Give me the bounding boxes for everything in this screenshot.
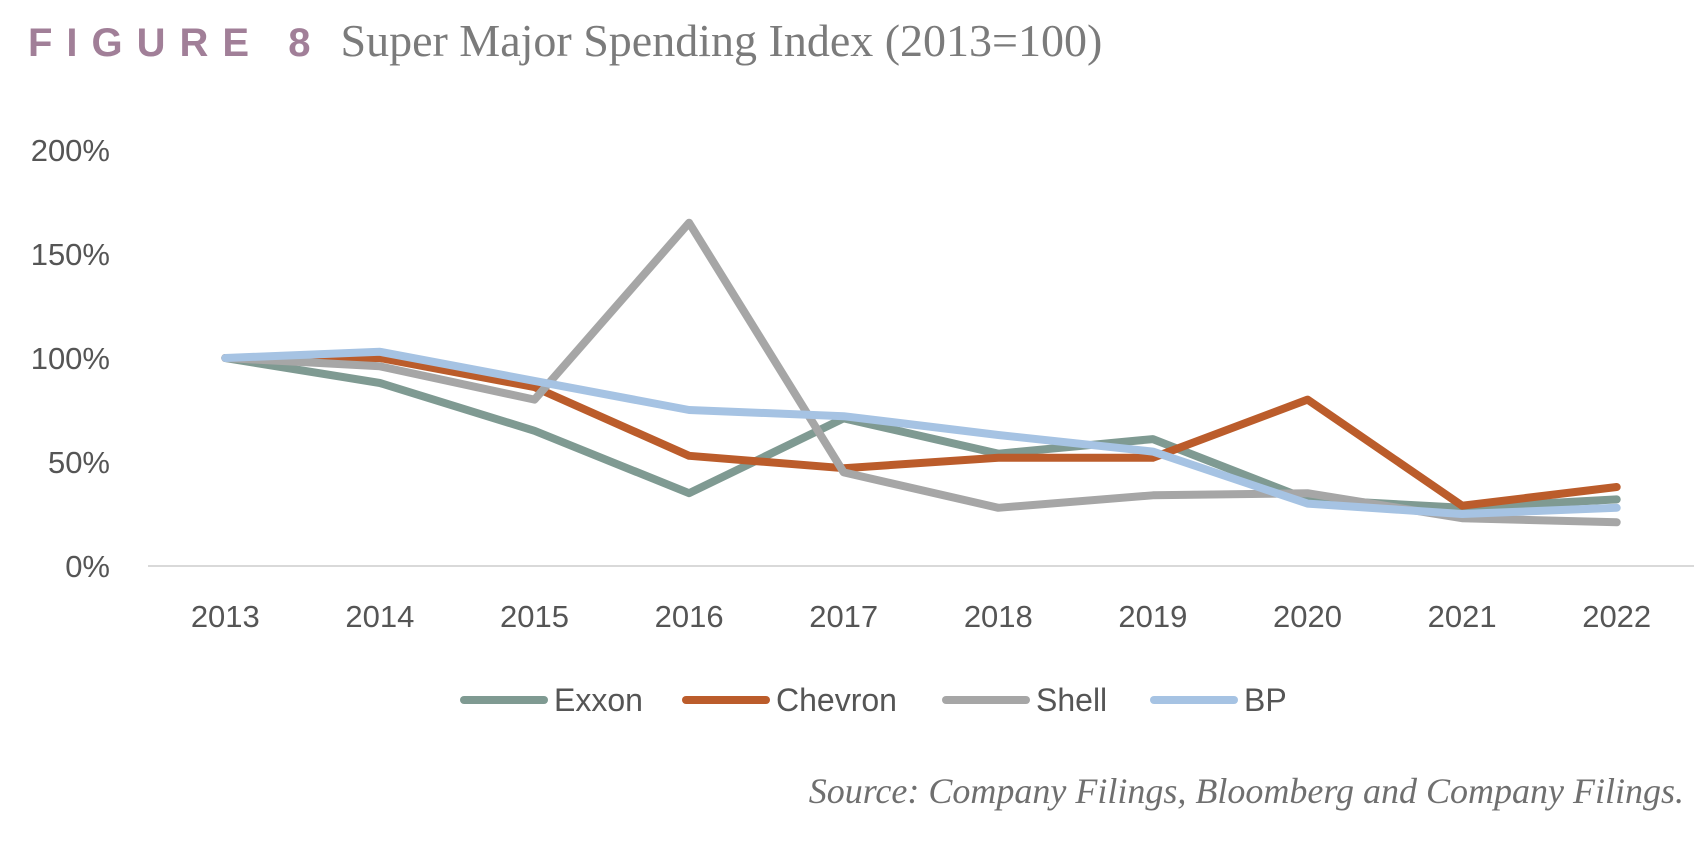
legend-label-exxon: Exxon <box>554 682 643 718</box>
figure-header: FIGURE 8 Super Major Spending Index (201… <box>28 14 1102 67</box>
x-tick-label: 2017 <box>809 599 878 634</box>
x-tick-label: 2022 <box>1582 599 1651 634</box>
x-axis-ticks: 2013 2014 2015 2016 2017 2018 2019 2020 2021 2022 <box>191 599 1651 634</box>
legend: Exxon Chevron Shell BP <box>460 682 1287 718</box>
x-tick-label: 2016 <box>655 599 724 634</box>
chart-title: Super Major Spending Index (2013=100) <box>340 15 1103 66</box>
y-tick-label: 100% <box>31 341 110 376</box>
source-note: Source: Company Filings, Bloomberg and C… <box>808 771 1684 811</box>
y-tick-label: 150% <box>31 237 110 272</box>
x-tick-label: 2021 <box>1428 599 1497 634</box>
series-line-bp <box>221 347 1621 518</box>
y-tick-label: 50% <box>48 445 110 480</box>
y-axis-ticks: 0% 50% 100% 150% 200% <box>31 133 110 584</box>
figure-label: FIGURE 8 <box>28 21 325 65</box>
x-tick-label: 2015 <box>500 599 569 634</box>
y-tick-label: 200% <box>31 133 110 168</box>
series-line-chevron <box>221 354 1621 510</box>
legend-label-shell: Shell <box>1036 682 1107 718</box>
legend-label-chevron: Chevron <box>776 682 897 718</box>
x-tick-label: 2019 <box>1118 599 1187 634</box>
series-line-shell <box>221 218 1621 527</box>
x-tick-label: 2014 <box>345 599 414 634</box>
x-tick-label: 2013 <box>191 599 260 634</box>
series-lines <box>221 218 1621 527</box>
legend-label-bp: BP <box>1244 682 1287 718</box>
y-tick-label: 0% <box>65 549 110 584</box>
x-tick-label: 2020 <box>1273 599 1342 634</box>
x-tick-label: 2018 <box>964 599 1033 634</box>
